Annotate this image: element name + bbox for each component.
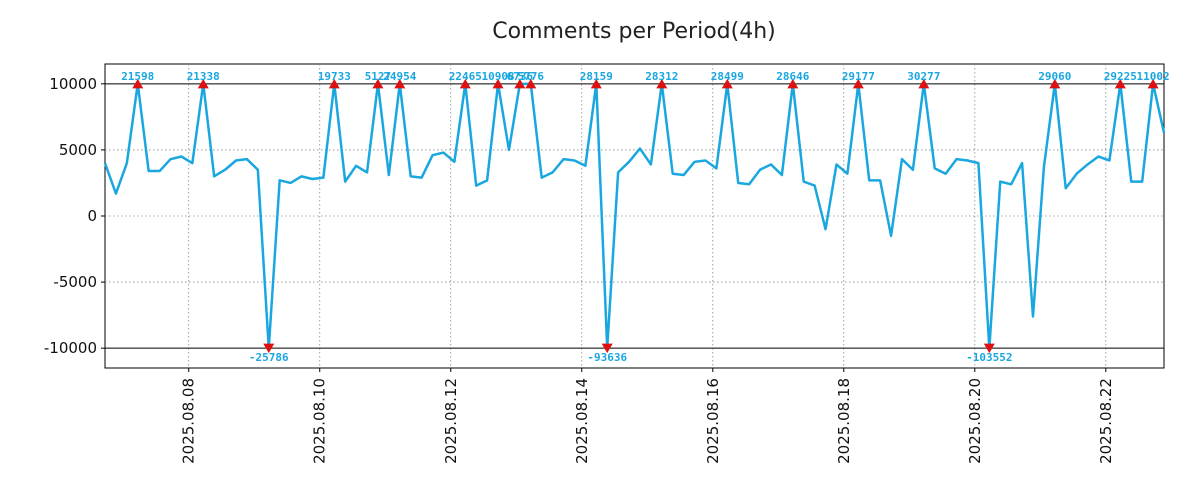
peak-marker-max [492,78,504,89]
peak-marker-max [459,78,471,89]
peak-marker-max [514,78,526,89]
peak-marker-max [132,78,144,89]
y-tick-label: 0 [87,207,97,225]
x-tick-label: 2025.08.22 [1097,378,1115,464]
y-axis: 10000 5000 0 -5000 -10000 [44,75,105,357]
peak-label: 21338 [187,70,220,83]
x-tick-label: 2025.08.16 [704,378,722,464]
x-tick-label: 2025.08.20 [966,378,984,464]
peak-label: 29225 [1104,70,1137,83]
y-tick-label: 5000 [59,141,97,159]
x-axis: 2025.08.08 2025.08.10 2025.08.12 2025.08.14… [180,368,1115,464]
peak-label: 10908 [481,70,514,83]
peak-marker-min [601,343,613,354]
peak-label: 28159 [580,70,613,83]
peak-label: 5776 [518,70,545,83]
peak-marker-max [394,78,406,89]
series-line-comments [103,82,1166,350]
peak-marker-max [1147,78,1159,89]
peak-marker-max [918,78,930,89]
peak-label: 28499 [711,70,744,83]
y-tick-label: -10000 [44,339,97,357]
peak-label: 22465 [449,70,482,83]
x-tick-label: 2025.08.18 [835,378,853,464]
peak-marker-max [1049,78,1061,89]
peak-label: 29177 [842,70,875,83]
peak-label: 21598 [121,70,154,83]
peak-label: 29060 [1038,70,1071,83]
peak-marker-max [372,78,384,89]
x-tick-label: 2025.08.12 [442,378,460,464]
chart-title: Comments per Period(4h) [492,19,776,44]
peak-marker-max [590,78,602,89]
peak-marker-max [328,78,340,89]
peak-marker-max [852,78,864,89]
series-layer [103,82,1166,350]
peak-label: 24954 [383,70,416,83]
peak-marker-min [983,343,995,354]
peak-label: 11002 [1137,70,1170,83]
peak-label: 19733 [318,70,351,83]
y-tick-label: 10000 [49,75,97,93]
y-tick-label: -5000 [53,273,97,291]
peak-label: 5127 [365,70,392,83]
peak-label: 28312 [645,70,678,83]
grid-layer [105,64,1164,368]
peak-marker-min [263,343,275,354]
peak-label: -93636 [587,351,627,364]
x-tick-label: 2025.08.10 [311,378,329,464]
peak-label: 28646 [776,70,809,83]
peak-marker-max [787,78,799,89]
peak-label: -25786 [249,351,289,364]
peak-marker-max [656,78,668,89]
peak-label: 30277 [907,70,940,83]
x-tick-label: 2025.08.14 [573,378,591,464]
peak-label: -103552 [966,351,1012,364]
peak-marker-max [525,78,537,89]
peak-marker-max [1114,78,1126,89]
peak-label: 6736 [507,70,534,83]
peak-marker-max [197,78,209,89]
x-tick-label: 2025.08.08 [180,378,198,464]
peak-marker-max [721,78,733,89]
